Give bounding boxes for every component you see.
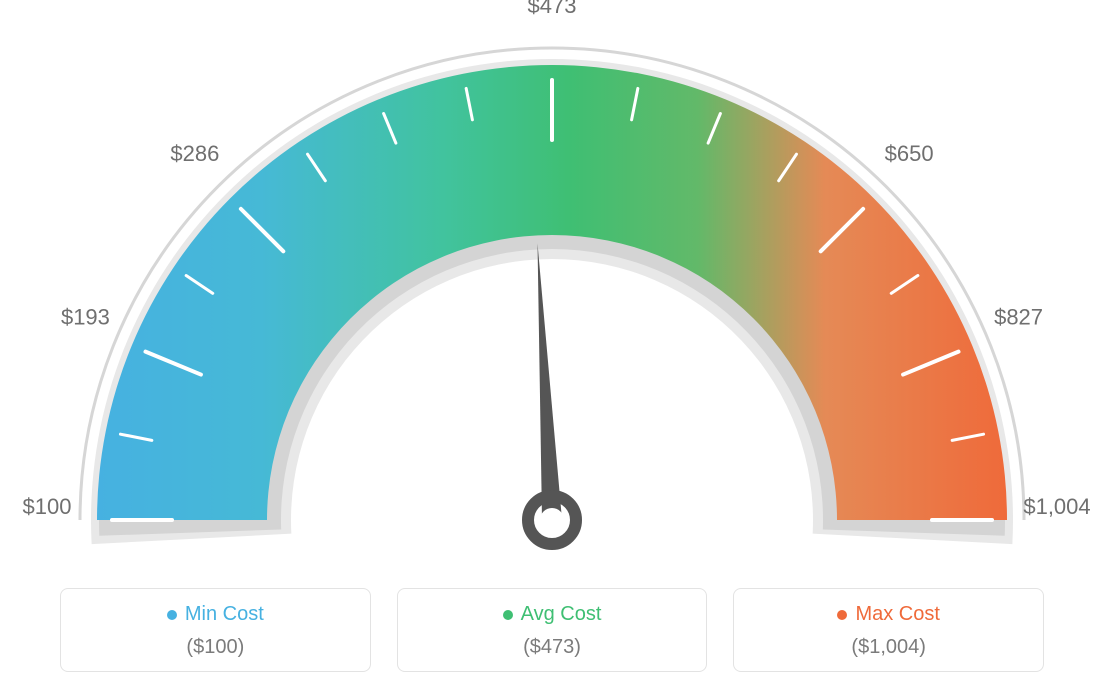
cost-gauge-container: $100 $193 $286 $473 $650 $827 $1,004 Min Cost … <box>0 0 1104 690</box>
legend-card-min: Min Cost ($100) <box>60 588 371 672</box>
legend-card-max: Max Cost ($1,004) <box>733 588 1044 672</box>
legend-value-min: ($100) <box>71 636 360 659</box>
legend-value-avg: ($473) <box>408 636 697 659</box>
svg-text:$827: $827 <box>994 305 1043 330</box>
svg-text:$193: $193 <box>61 305 110 330</box>
legend-card-avg: Avg Cost ($473) <box>397 588 708 672</box>
legend-dot-avg <box>503 610 513 620</box>
svg-text:$100: $100 <box>23 494 72 519</box>
gauge-chart: $100 $193 $286 $473 $650 $827 $1,004 <box>0 0 1104 560</box>
svg-text:$650: $650 <box>885 141 934 166</box>
legend-label-max: Max Cost <box>855 603 939 626</box>
legend-dot-max <box>837 610 847 620</box>
legend-label-min: Min Cost <box>185 603 264 626</box>
svg-text:$286: $286 <box>170 141 219 166</box>
legend-label-avg: Avg Cost <box>521 603 602 626</box>
legend-row: Min Cost ($100) Avg Cost ($473) Max Cost… <box>0 588 1104 672</box>
svg-text:$1,004: $1,004 <box>1023 494 1090 519</box>
legend-dot-min <box>167 610 177 620</box>
svg-text:$473: $473 <box>528 0 577 18</box>
legend-value-max: ($1,004) <box>744 636 1033 659</box>
